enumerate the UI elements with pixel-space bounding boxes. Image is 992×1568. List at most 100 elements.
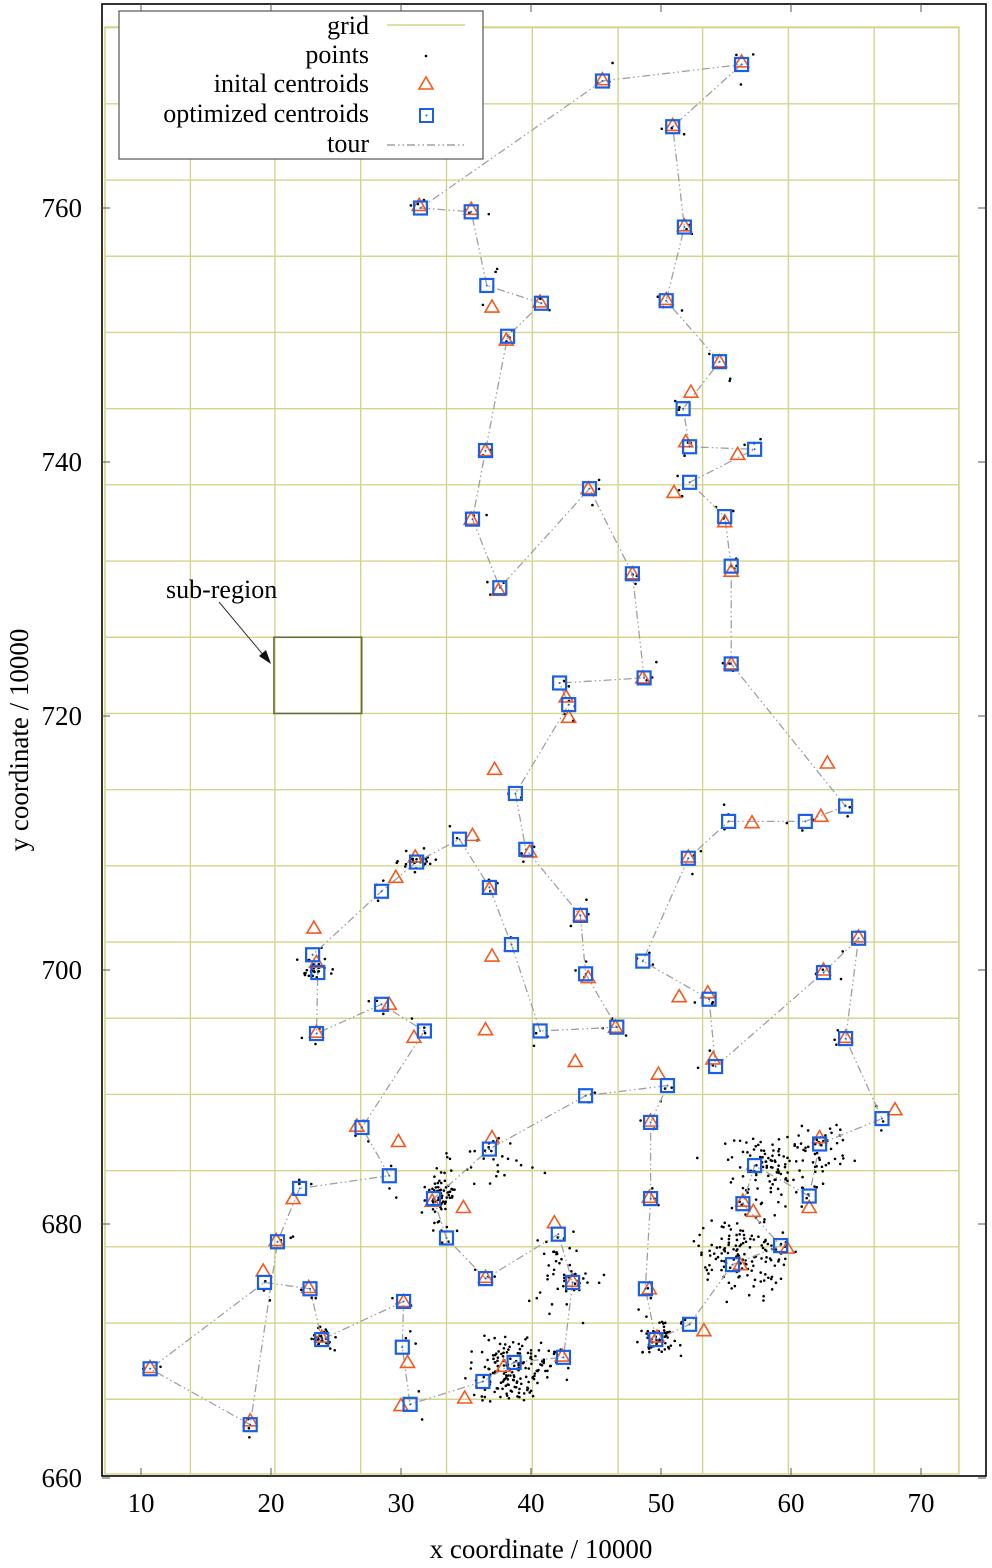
legend-square-center-dot	[425, 114, 428, 117]
optimized-centroid-square-icon	[354, 1119, 370, 1136]
legend-point-icon	[424, 54, 428, 58]
initial-centroid-triangle-icon	[313, 1328, 331, 1343]
optimized-centroid-square-icon	[797, 813, 813, 830]
initial-centroid-triangle-icon	[387, 868, 405, 884]
optimized-centroid-square-icon	[733, 56, 750, 73]
optimized-centroid-square-icon	[874, 1110, 890, 1127]
initial-centroid-triangle-icon	[594, 71, 611, 86]
initial-centroid-triangle-icon	[711, 353, 728, 368]
y-tick-label: 660	[42, 1463, 83, 1493]
initial-centroid-triangle-icon	[483, 298, 501, 313]
initial-centroid-triangle-icon	[670, 988, 688, 1003]
legend-label-optimized-centroids: optimized centroids	[163, 99, 369, 128]
initial-centroid-triangle-icon	[462, 510, 480, 525]
optimized-centroid-square-icon	[577, 1088, 594, 1104]
arrowhead-icon	[259, 650, 271, 664]
optimized-centroid-square-icon	[811, 1136, 828, 1152]
initial-centroid-triangle-icon	[819, 754, 836, 769]
initial-centroid-triangle-icon	[305, 919, 323, 934]
optimized-centroid-square-icon	[850, 930, 867, 946]
initial-centroid-triangle-icon	[455, 1198, 472, 1214]
initial-centroid-triangle-icon	[241, 1412, 259, 1427]
optimized-centroid-square-icon	[681, 439, 698, 455]
optimized-centroid-square-icon	[676, 219, 693, 235]
optimized-centroid-square-icon	[302, 1281, 318, 1297]
initial-centroid-triangle-icon	[410, 196, 428, 212]
legend-square-icon	[419, 108, 434, 123]
optimized-centroid-square-icon	[707, 1058, 724, 1075]
initial-centroid-triangle-icon	[267, 1231, 285, 1247]
initial-centroid-triangle-icon	[607, 1018, 624, 1033]
initial-centroid-triangle-icon	[733, 53, 750, 68]
initial-centroid-triangle-icon	[390, 1132, 407, 1148]
legend: grid points inital centroids optimized c…	[118, 10, 484, 160]
optimized-centroid-square-icon	[518, 841, 534, 857]
optimized-centroid-square-icon	[373, 996, 390, 1012]
initial-centroid-triangle-icon	[695, 1322, 713, 1337]
optimized-centroid-square-icon	[746, 441, 763, 457]
initial-centroid-triangle-icon	[399, 1353, 416, 1369]
subregion-annotation: sub-region	[166, 575, 363, 715]
initial-centroid-triangle-icon	[141, 1358, 159, 1374]
initial-centroid-triangle-icon	[657, 290, 675, 306]
initial-centroid-triangle-icon	[664, 116, 682, 132]
optimized-centroid-square-icon	[637, 1281, 654, 1297]
initial-centroid-triangle-icon	[531, 293, 549, 308]
optimized-centroid-square-icon	[394, 1339, 410, 1355]
initial-centroid-triangle-icon	[679, 848, 697, 863]
initial-centroid-triangle-icon	[650, 1065, 667, 1080]
initial-centroid-triangle-icon	[464, 826, 481, 842]
legend-label-initial-centroids: inital centroids	[214, 69, 369, 98]
optimized-centroid-square-icon	[477, 442, 494, 459]
optimized-centroid-square-icon	[609, 1019, 625, 1035]
initial-centroid-triangle-icon	[704, 1050, 722, 1065]
x-tick-label: 70	[908, 1488, 935, 1518]
optimized-centroid-square-icon	[438, 1230, 455, 1246]
optimized-centroid-square-icon	[561, 696, 577, 713]
y-tick-label: 760	[42, 193, 83, 223]
optimized-centroids	[142, 56, 890, 1433]
optimized-centroid-square-icon	[555, 1349, 572, 1365]
legend-label-points: points	[305, 40, 369, 69]
initial-centroid-triangle-icon	[815, 961, 832, 976]
legend-triangle-icon	[417, 75, 435, 90]
optimized-centroid-square-icon	[837, 798, 854, 814]
optimized-centroid-square-icon	[681, 474, 698, 490]
optimized-centroid-square-icon	[717, 509, 733, 525]
optimized-centroid-square-icon	[475, 1373, 491, 1390]
x-tick-label: 20	[258, 1488, 285, 1518]
optimized-centroid-square-icon	[550, 1226, 566, 1242]
optimized-centroid-square-icon	[396, 1293, 412, 1310]
y-tick-label: 700	[42, 955, 83, 985]
axes-frame	[101, 3, 987, 1477]
initial-centroid-triangle-icon	[642, 1112, 659, 1127]
x-axis-label: x coordinate / 10000	[430, 1534, 653, 1564]
initial-centroid-triangle-icon	[640, 1280, 658, 1295]
initial-centroid-triangle-icon	[729, 445, 747, 461]
initial-centroid-triangle-icon	[456, 1389, 474, 1404]
optimized-centroid-square-icon	[479, 277, 495, 294]
y-tick-label: 740	[42, 447, 83, 477]
optimized-centroid-square-icon	[642, 1114, 659, 1131]
y-axis-label: y coordinate / 10000	[4, 629, 34, 852]
initial-centroid-triangle-icon	[557, 688, 575, 703]
initial-centroid-triangle-icon	[572, 906, 589, 922]
optimized-centroid-square-icon	[507, 785, 523, 802]
initial-centroid-triangle-icon	[743, 814, 761, 829]
optimized-centroid-square-icon	[724, 1257, 741, 1273]
initial-centroid-triangle-icon	[837, 1028, 854, 1044]
optimized-centroid-square-icon	[642, 1190, 659, 1207]
initial-centroid-triangle-icon	[395, 1292, 412, 1308]
optimized-centroid-square-icon	[416, 1023, 432, 1039]
optimized-centroid-square-icon	[532, 1023, 548, 1039]
initial-centroid-triangle-icon	[497, 331, 515, 346]
initial-centroid-triangle-icon	[392, 1397, 410, 1412]
optimized-centroid-square-icon	[735, 1196, 751, 1212]
annotation-arrow	[218, 601, 266, 658]
optimized-centroid-square-icon	[711, 354, 728, 370]
initial-centroid-triangle-icon	[812, 807, 830, 823]
initial-centroid-triangle-icon	[553, 1347, 571, 1362]
optimized-centroid-square-icon	[464, 511, 481, 527]
x-tick-label: 60	[778, 1488, 805, 1518]
initial-centroid-triangle-icon	[462, 200, 480, 216]
